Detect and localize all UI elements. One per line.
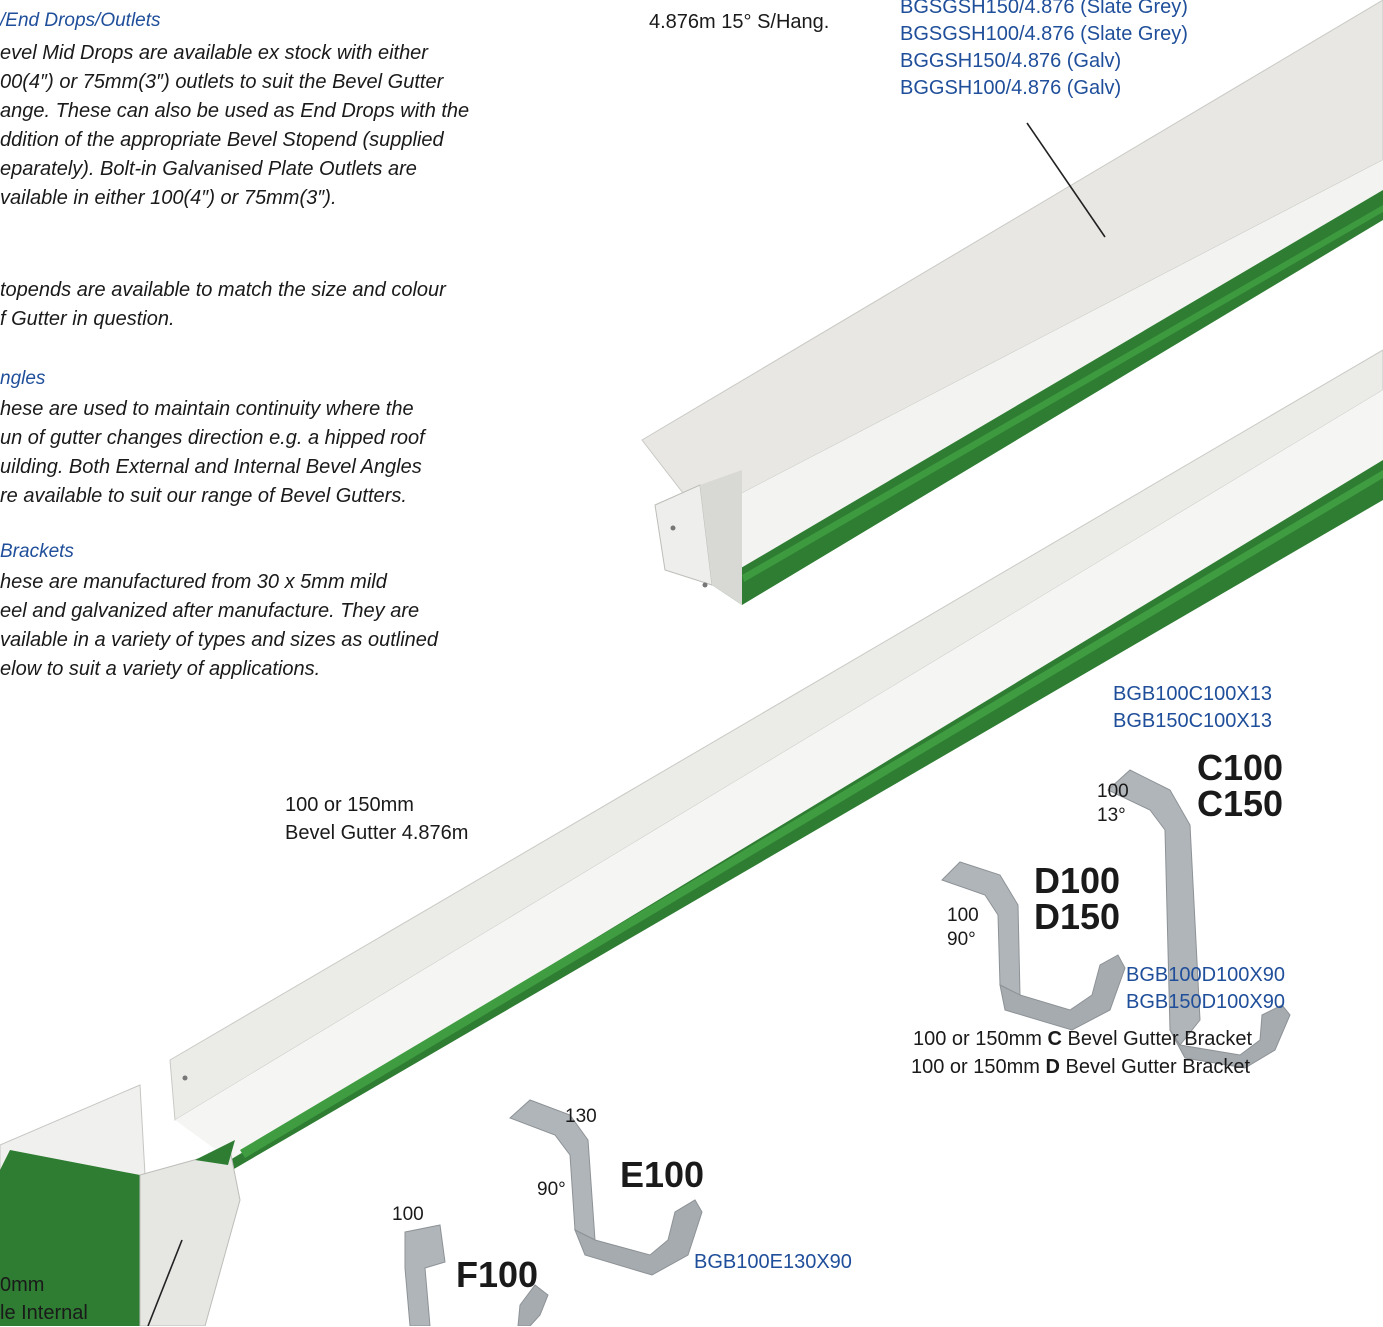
c-caption: 100 or 150mm C Bevel Gutter Bracket (913, 1028, 1253, 1050)
outlets-line: 00(4″) or 75mm(3″) outlets to suit the B… (0, 71, 444, 93)
c-code: BGB100C100X13 (1113, 683, 1273, 705)
brackets-paragraph: hese are manufactured from 30 x 5mm mild… (0, 568, 522, 684)
d-caption: 100 or 150mm D Bevel Gutter Bracket (911, 1056, 1251, 1078)
c-codes: BGB100C100X13 BGB150C100X13 (1113, 681, 1272, 735)
c-code: BGB150C100X13 (1113, 710, 1273, 732)
leader-hang (1026, 122, 1106, 238)
d-size: D100 (1034, 860, 1121, 901)
d-sizes: D100 D150 (1034, 863, 1120, 935)
brackets-line: hese are manufactured from 30 x 5mm mild (0, 571, 387, 593)
stopends-paragraph: topends are available to match the size … (0, 276, 522, 334)
brackets-line: vailable in a variety of types and sizes… (0, 629, 439, 651)
hang-code: BGSGSH100/4.876 (Slate Grey) (900, 23, 1188, 45)
brackets-line: elow to suit a variety of applications. (0, 658, 321, 680)
c-dims: 100 13° (1097, 780, 1129, 828)
hang-codes: BGSGSH150/4.876 (Slate Grey) BGSGSH100/4… (900, 0, 1188, 102)
gutter-label-line: Bevel Gutter 4.876m (285, 822, 469, 844)
angles-paragraph: hese are used to maintain continuity whe… (0, 395, 522, 511)
outlets-line: vailable in either 100(4″) or 75mm(3″). (0, 187, 337, 209)
outlets-line: eparately). Bolt-in Galvanised Plate Out… (0, 158, 417, 180)
d-size: D150 (1034, 896, 1121, 937)
e-code: BGB100E130X90 (694, 1251, 852, 1273)
angles-line: un of gutter changes direction e.g. a hi… (0, 427, 425, 449)
bracket-c (1107, 769, 1291, 1069)
lower-gutter (169, 349, 1383, 1180)
f-size: F100 (456, 1254, 539, 1295)
bracket-f (404, 1224, 549, 1326)
brackets-line: eel and galvanized after manufacture. Th… (0, 600, 420, 622)
d-dim: 90° (947, 929, 976, 950)
angles-line: uilding. Both External and Internal Beve… (0, 456, 422, 478)
upper-gutter (641, 0, 1383, 605)
bracket-e (509, 1099, 703, 1276)
f-dim: 100 (392, 1204, 424, 1225)
c-size: C100 (1197, 747, 1284, 788)
hang-code: BGGSH150/4.876 (Galv) (900, 50, 1122, 72)
d-dims: 100 90° (947, 904, 979, 952)
angles-line: hese are used to maintain continuity whe… (0, 398, 414, 420)
hang-code: BGGSH100/4.876 (Galv) (900, 77, 1122, 99)
outlets-heading: /End Drops/Outlets (0, 10, 161, 31)
angle-label-line: le Internal (0, 1302, 88, 1324)
e-size: E100 (620, 1154, 705, 1195)
angles-line: re available to suit our range of Bevel … (0, 485, 407, 507)
d-code: BGB100D100X90 (1126, 964, 1286, 986)
d-code: BGB150D100X90 (1126, 991, 1286, 1013)
d-dim: 100 (947, 905, 979, 926)
hang-code: BGSGSH150/4.876 (Slate Grey) (900, 0, 1188, 18)
outlets-paragraph: evel Mid Drops are available ex stock wi… (0, 39, 522, 213)
e-dim-length: 130 (565, 1106, 597, 1127)
gutter-label: 100 or 150mm Bevel Gutter 4.876m (285, 791, 468, 847)
stopends-line: f Gutter in question. (0, 308, 175, 330)
bracket-d (941, 861, 1126, 1031)
c-dim: 13° (1097, 805, 1126, 826)
c-sizes: C100 C150 (1197, 750, 1283, 822)
outlets-line: evel Mid Drops are available ex stock wi… (0, 42, 428, 64)
outlets-line: ange. These can also be used as End Drop… (0, 100, 470, 122)
leader-angle (147, 1239, 183, 1326)
stopends-line: topends are available to match the size … (0, 279, 446, 301)
angle-label: 0mm le Internal (0, 1271, 88, 1327)
c-size: C150 (1197, 783, 1284, 824)
gutter-label-line: 100 or 150mm (285, 794, 414, 816)
brackets-heading: Brackets (0, 541, 74, 562)
d-codes: BGB100D100X90 BGB150D100X90 (1126, 962, 1285, 1016)
e-dim-angle: 90° (537, 1179, 566, 1200)
cd-captions: 100 or 150mm C Bevel Gutter Bracket 100 … (911, 1025, 1252, 1081)
angles-heading: ngles (0, 368, 46, 389)
hang-length-label: 4.876m 15° S/Hang. (649, 11, 830, 33)
outlets-line: ddition of the appropriate Bevel Stopend… (0, 129, 444, 151)
c-dim: 100 (1097, 781, 1129, 802)
angle-label-line: 0mm (0, 1274, 45, 1296)
